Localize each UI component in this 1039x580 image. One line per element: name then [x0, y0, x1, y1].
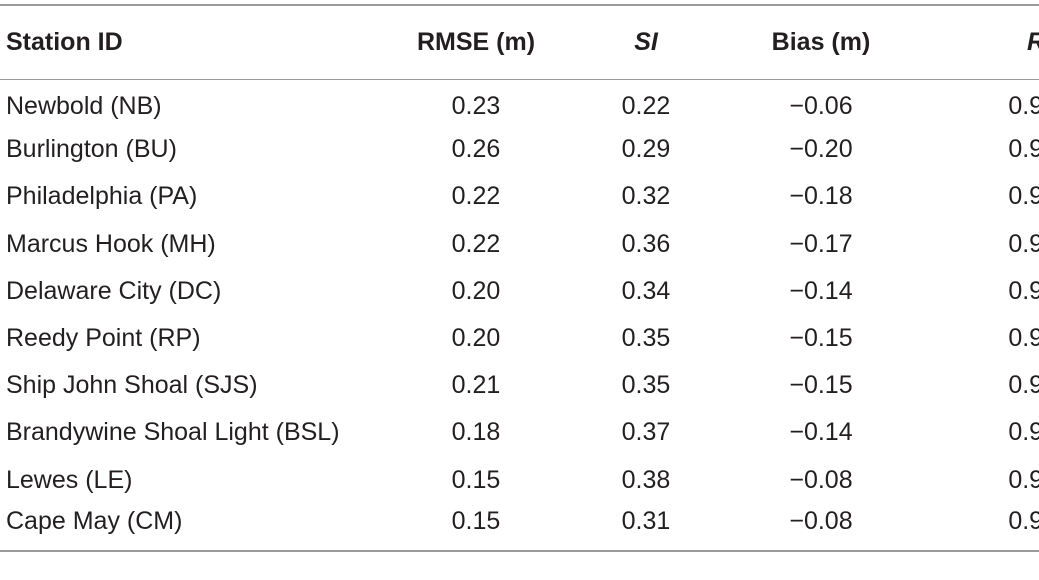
- table-row: Newbold (NB) 0.23 0.22 −0.06 0.97: [0, 79, 1039, 126]
- cell-r: 0.98: [1008, 182, 1039, 211]
- cell-bias: −0.18: [789, 182, 853, 211]
- cell-rmse: 0.21: [451, 371, 501, 400]
- cell-si: 0.35: [621, 371, 671, 400]
- cell-bias: −0.14: [789, 418, 853, 447]
- cell-rmse: 0.20: [451, 276, 501, 305]
- header-r: R: [906, 4, 1039, 80]
- table-row: Lewes (LE) 0.15 0.38 −0.08 0.96: [0, 457, 1039, 504]
- cell-si: 0.22: [621, 92, 671, 121]
- table-row: Ship John Shoal (SJS) 0.21 0.35 −0.15 0.…: [0, 362, 1039, 409]
- table-row: Cape May (CM) 0.15 0.31 −0.08 0.98: [0, 503, 1039, 552]
- header-rmse: RMSE (m): [396, 4, 556, 80]
- cell-station: Newbold (NB): [6, 92, 162, 121]
- cell-bias: −0.17: [789, 229, 853, 258]
- table-body: Newbold (NB) 0.23 0.22 −0.06 0.97 Burlin…: [0, 79, 1039, 552]
- station-statistics-table: Station ID RMSE (m) SI Bias (m) R Newbol…: [0, 4, 1039, 552]
- cell-rmse: 0.15: [396, 503, 556, 552]
- cell-bias: −0.08: [736, 503, 906, 552]
- cell-station: Brandywine Shoal Light (BSL): [6, 418, 340, 447]
- cell-rmse: 0.22: [451, 182, 501, 211]
- header-bias: Bias (m): [736, 4, 906, 80]
- cell-station: Lewes (LE): [6, 465, 133, 494]
- table-row: Philadelphia (PA) 0.22 0.32 −0.18 0.98: [0, 173, 1039, 220]
- cell-bias: −0.14: [789, 276, 853, 305]
- header-si: SI: [556, 4, 736, 80]
- cell-r: 0.98: [906, 503, 1039, 552]
- cell-rmse: 0.20: [451, 324, 501, 353]
- cell-rmse: 0.26: [451, 135, 501, 164]
- table-row: Burlington (BU) 0.26 0.29 −0.20 0.98: [0, 126, 1039, 173]
- cell-bias: −0.08: [789, 465, 853, 494]
- table-header: Station ID RMSE (m) SI Bias (m) R: [0, 4, 1039, 80]
- cell-bias: −0.20: [789, 135, 853, 164]
- cell-bias: −0.06: [789, 92, 853, 121]
- cell-rmse: 0.23: [451, 92, 501, 121]
- table-row: Reedy Point (RP) 0.20 0.35 −0.15 0.98: [0, 315, 1039, 362]
- cell-r: 0.98: [1008, 324, 1039, 353]
- cell-rmse: 0.22: [451, 229, 501, 258]
- header-station-id: Station ID: [0, 4, 396, 80]
- table-row: Delaware City (DC) 0.20 0.34 −0.14 0.98: [0, 268, 1039, 315]
- cell-si: 0.37: [621, 418, 671, 447]
- cell-rmse: 0.15: [451, 465, 501, 494]
- cell-bias: −0.15: [789, 371, 853, 400]
- cell-station: Cape May (CM): [0, 503, 396, 552]
- cell-station: Ship John Shoal (SJS): [6, 371, 258, 400]
- cell-station: Marcus Hook (MH): [6, 229, 216, 258]
- cell-rmse: 0.18: [451, 418, 501, 447]
- cell-r: 0.98: [1008, 418, 1039, 447]
- cell-si: 0.35: [621, 324, 671, 353]
- cell-si: 0.36: [621, 229, 671, 258]
- cell-si: 0.31: [556, 503, 736, 552]
- cell-r: 0.96: [1008, 465, 1039, 494]
- cell-si: 0.38: [621, 465, 671, 494]
- header-row: Station ID RMSE (m) SI Bias (m) R: [0, 4, 1039, 80]
- cell-r: 0.98: [1008, 371, 1039, 400]
- cell-si: 0.32: [621, 182, 671, 211]
- cell-si: 0.34: [621, 276, 671, 305]
- cell-station: Delaware City (DC): [6, 276, 222, 305]
- cell-r: 0.98: [1008, 135, 1039, 164]
- cell-station: Philadelphia (PA): [6, 182, 198, 211]
- table-row: Brandywine Shoal Light (BSL) 0.18 0.37 −…: [0, 409, 1039, 456]
- cell-r: 0.98: [1008, 276, 1039, 305]
- cell-si: 0.29: [621, 135, 671, 164]
- table-row: Marcus Hook (MH) 0.22 0.36 −0.17 0.98: [0, 221, 1039, 268]
- cell-r: 0.97: [1008, 92, 1039, 121]
- cell-station: Burlington (BU): [6, 135, 177, 164]
- cell-r: 0.98: [1008, 229, 1039, 258]
- cell-bias: −0.15: [789, 324, 853, 353]
- cell-station: Reedy Point (RP): [6, 324, 201, 353]
